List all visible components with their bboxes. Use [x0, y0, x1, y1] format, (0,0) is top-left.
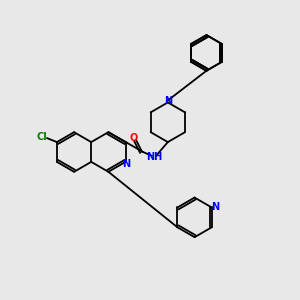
Text: O: O — [129, 133, 137, 143]
Text: N: N — [164, 97, 172, 106]
Text: N: N — [211, 202, 219, 212]
Text: Cl: Cl — [37, 132, 47, 142]
Text: N: N — [122, 159, 130, 169]
Text: NH: NH — [146, 152, 162, 162]
